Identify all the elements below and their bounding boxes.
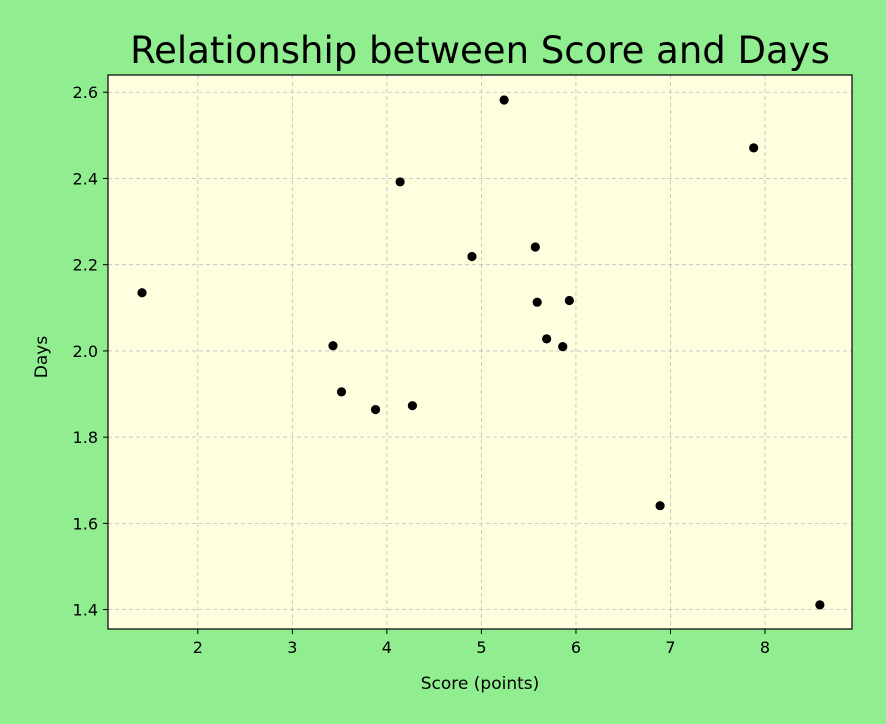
y-tick-label: 1.6 xyxy=(73,514,98,533)
x-tick-label: 4 xyxy=(382,638,392,657)
data-point xyxy=(815,600,825,610)
plot-frame xyxy=(107,74,853,630)
data-point xyxy=(530,242,540,252)
data-point xyxy=(542,334,552,344)
x-tick-label: 8 xyxy=(760,638,770,657)
y-axis-label: Days xyxy=(32,336,52,379)
data-point xyxy=(499,95,509,105)
data-point xyxy=(532,297,542,307)
data-point xyxy=(336,387,347,397)
y-tick-label: 1.8 xyxy=(73,428,98,447)
plot-area xyxy=(108,75,852,629)
grid xyxy=(108,75,852,629)
y-tick-label: 2.0 xyxy=(73,342,98,361)
data-point xyxy=(467,251,477,262)
x-tick-label: 6 xyxy=(571,638,581,657)
x-tick-label: 7 xyxy=(665,638,675,657)
data-point xyxy=(564,295,574,306)
data-point xyxy=(370,404,381,415)
data-point xyxy=(655,501,665,511)
data-point xyxy=(328,341,338,351)
data-point xyxy=(749,143,759,153)
chart-title: Relationship between Score and Days xyxy=(130,29,830,72)
data-point xyxy=(407,401,418,411)
data-point xyxy=(395,177,405,187)
data-point xyxy=(137,288,147,298)
x-tick-label: 2 xyxy=(193,638,203,657)
data-points xyxy=(137,95,825,610)
axis-ticks: 2 3 4 5 6 7 8 1.4 1.6 1.8 2.0 2.2 2.4 2.6 xyxy=(73,83,771,657)
data-point xyxy=(558,342,568,352)
y-tick-label: 2.4 xyxy=(73,169,98,188)
y-tick-label: 2.2 xyxy=(73,256,98,275)
x-axis-label: Score (points) xyxy=(421,674,540,694)
y-tick-label: 1.4 xyxy=(73,601,98,620)
x-tick-label: 3 xyxy=(287,638,297,657)
y-tick-label: 2.6 xyxy=(73,83,98,102)
x-tick-label: 5 xyxy=(476,638,486,657)
